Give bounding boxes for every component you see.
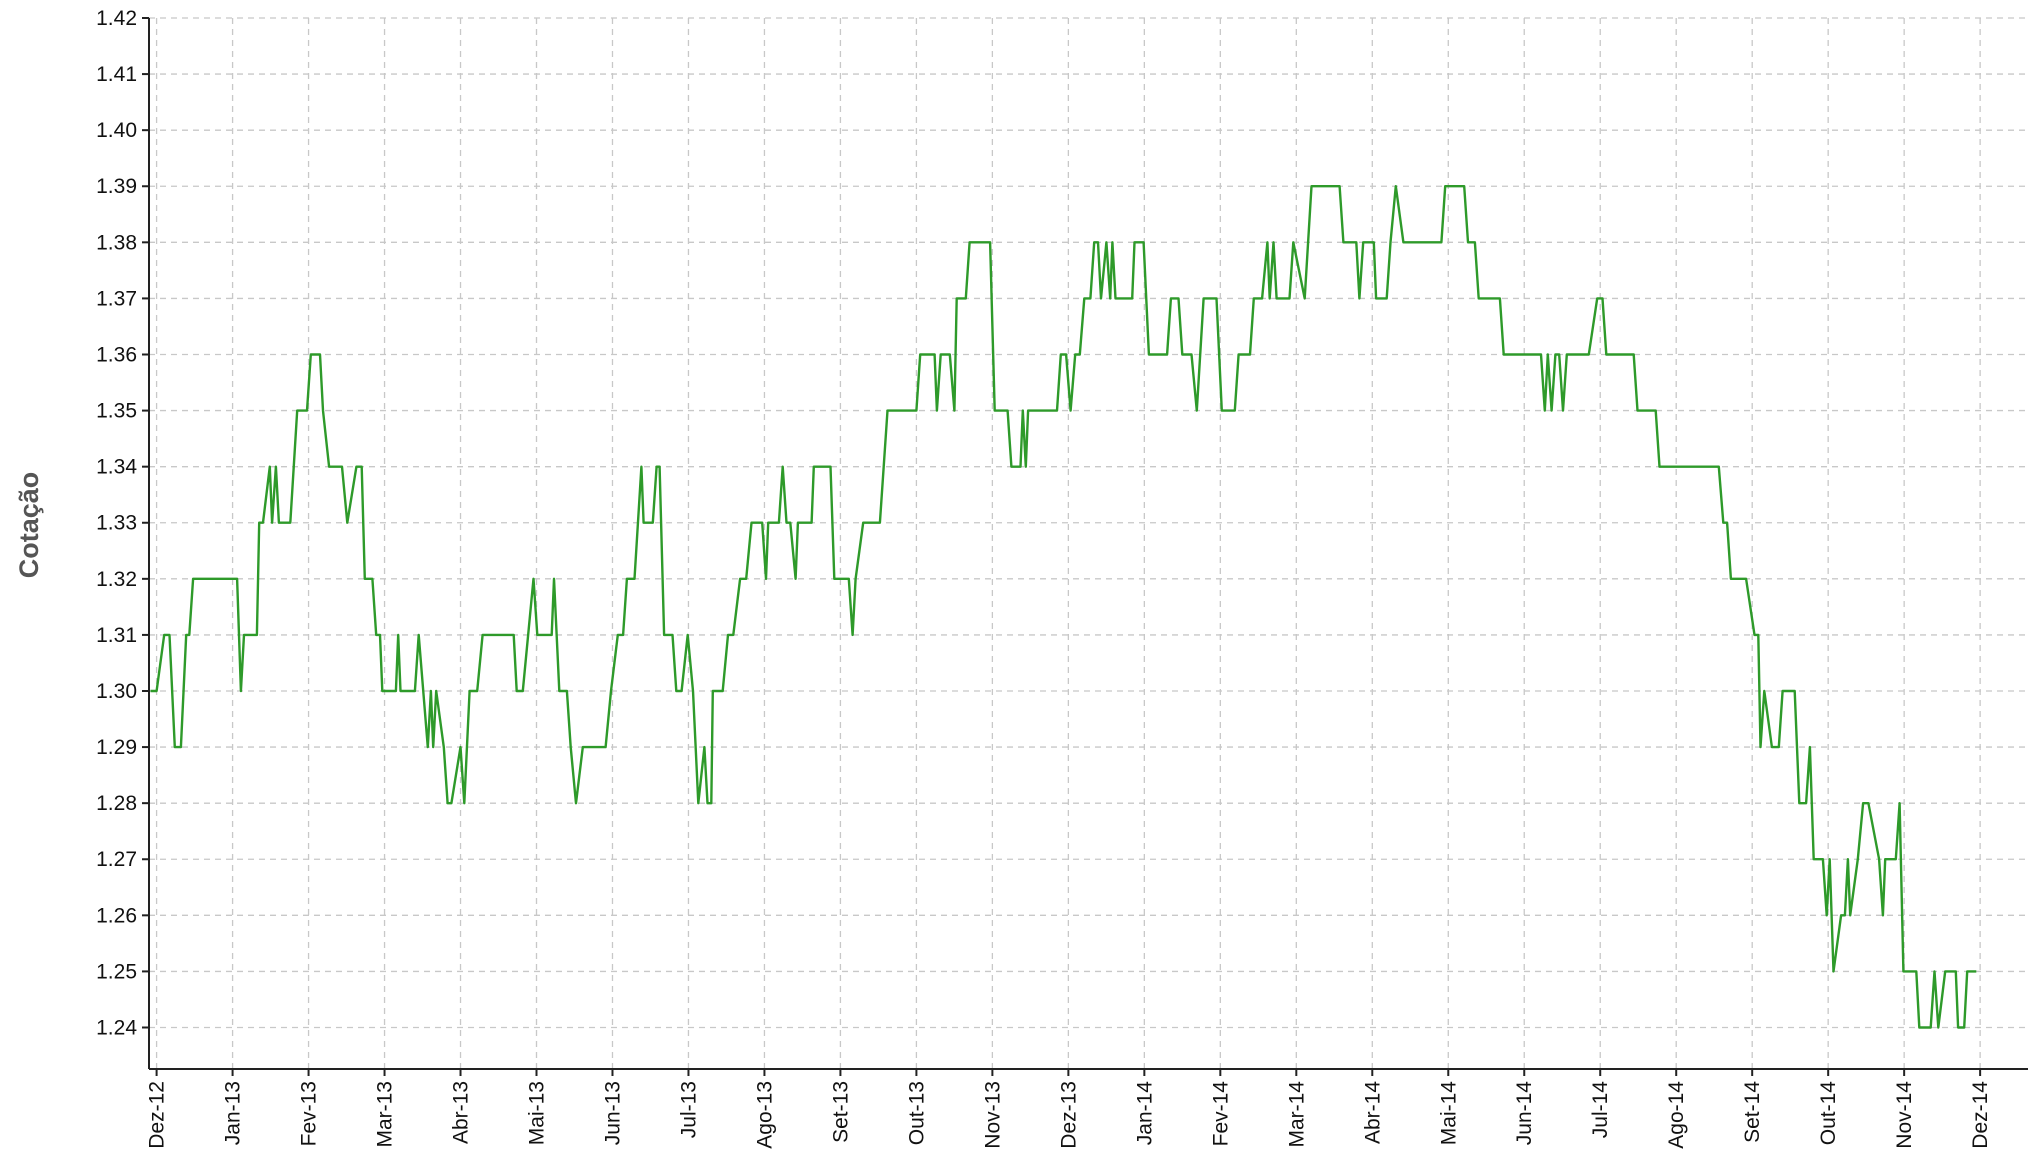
y-tick-label: 1.41: [96, 63, 137, 86]
x-tick-label: Jul-14: [1589, 1081, 1612, 1139]
x-tick-label: Jun-14: [1513, 1081, 1536, 1146]
y-tick-label: 1.24: [96, 1016, 137, 1039]
y-axis-title: Cotação: [14, 472, 44, 579]
price-line: [150, 185, 1977, 1029]
y-tick-label: 1.29: [96, 736, 137, 759]
y-tick-label: 1.34: [96, 456, 137, 479]
y-tick-label: 1.38: [96, 231, 137, 254]
x-tick-label: Jan-13: [222, 1081, 245, 1145]
y-tick-label: 1.42: [96, 7, 137, 30]
x-tick-label: Fev-14: [1209, 1081, 1232, 1147]
y-tick-label: 1.30: [96, 680, 137, 703]
x-tick-label: Dez-12: [146, 1081, 169, 1149]
y-tick-label: 1.26: [96, 904, 137, 927]
y-tick-label: 1.31: [96, 624, 137, 647]
x-tick-label: Jun-13: [601, 1081, 624, 1145]
x-tick-label: Nov-14: [1893, 1081, 1916, 1149]
x-tick-label: Mai-13: [526, 1081, 549, 1145]
x-tick-label: Abr-14: [1361, 1081, 1384, 1144]
x-tick-label: Ago-13: [753, 1081, 776, 1149]
y-tick-label: 1.39: [96, 175, 137, 198]
y-tick-label: 1.32: [96, 568, 137, 591]
y-tick-label: 1.25: [96, 960, 137, 983]
x-tick-label: Mar-14: [1285, 1081, 1308, 1148]
y-tick-label: 1.40: [96, 119, 137, 142]
x-tick-label: Mai-14: [1437, 1081, 1460, 1146]
y-tick-label: 1.36: [96, 343, 137, 366]
x-tick-label: Abr-13: [450, 1081, 473, 1144]
x-tick-label: Jan-14: [1133, 1081, 1156, 1146]
x-tick-label: Mar-13: [374, 1081, 397, 1148]
y-tick-label: 1.33: [96, 512, 137, 535]
y-tick-label: 1.27: [96, 848, 137, 871]
x-tick-label: Jul-13: [677, 1081, 700, 1138]
y-tick-label: 1.28: [96, 792, 137, 815]
x-tick-label: Dez-14: [1969, 1081, 1992, 1149]
x-tick-label: Set-14: [1741, 1081, 1764, 1143]
x-tick-label: Out-13: [905, 1081, 928, 1145]
x-tick-label: Fev-13: [298, 1081, 321, 1146]
x-tick-label: Out-14: [1817, 1081, 1840, 1146]
x-tick-label: Set-13: [829, 1081, 852, 1143]
x-tick-label: Ago-14: [1665, 1081, 1688, 1149]
x-tick-label: Nov-13: [981, 1081, 1004, 1149]
y-tick-label: 1.35: [96, 400, 137, 423]
y-tick-label: 1.37: [96, 287, 137, 310]
x-tick-label: Dez-13: [1057, 1081, 1080, 1149]
